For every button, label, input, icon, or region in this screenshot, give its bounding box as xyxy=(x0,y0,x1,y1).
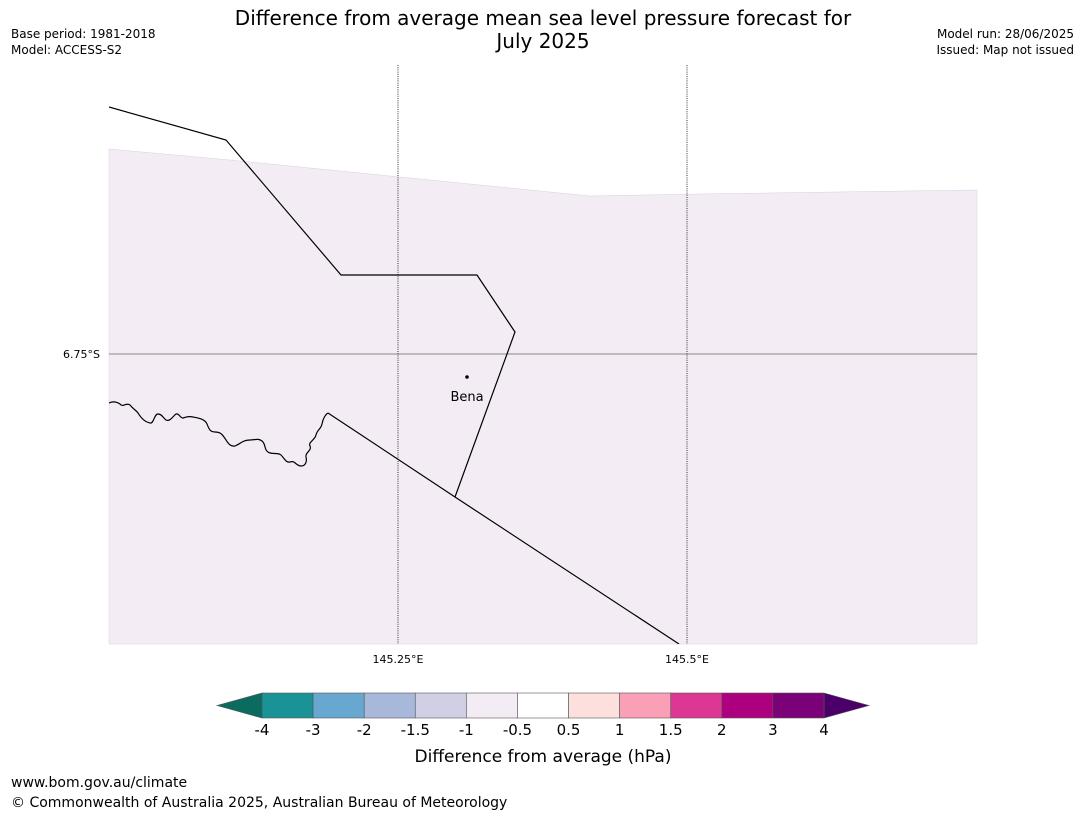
colorbar-tick-label: 0.5 xyxy=(557,721,581,739)
colorbar-tick-label: 1 xyxy=(615,721,625,739)
colorbar-segment xyxy=(261,692,314,719)
colorbar-over-arrow xyxy=(823,692,871,719)
colorbar-segment xyxy=(363,692,416,719)
colorbar-segment xyxy=(721,692,774,719)
footer-url: www.bom.gov.au/climate xyxy=(11,775,188,791)
colorbar-segment xyxy=(670,692,723,719)
colorbar-under-arrow xyxy=(215,692,263,719)
colorbar-tick-label: 2 xyxy=(717,721,727,739)
colorbar-tick-label: -3 xyxy=(306,721,321,739)
base-period-text: Base period: 1981-2018 xyxy=(11,27,156,41)
anomaly-shaded-region xyxy=(108,148,978,645)
colorbar-tick-label: -2 xyxy=(357,721,372,739)
meta-left: Base period: 1981-2018 Model: ACCESS-S2 xyxy=(11,26,156,58)
district-boundary-lower xyxy=(327,412,680,644)
model-run-text: Model run: 28/06/2025 xyxy=(936,27,1074,41)
map-title-line2: July 2025 xyxy=(496,29,590,53)
colorbar: -4 -3 -2 -1.5 -1 -0.5 0.5 1 1.5 2 3 4 xyxy=(215,692,871,739)
issued-text: Issued: Map not issued xyxy=(936,43,1074,57)
colorbar-label: Difference from average (hPa) xyxy=(415,747,672,767)
latitude-label: 6.75°S xyxy=(63,348,100,361)
colorbar-tick-label: -0.5 xyxy=(503,721,532,739)
colorbar-tick-label: 4 xyxy=(819,721,829,739)
colorbar-tick-label: -4 xyxy=(255,721,270,739)
longitude-label-145-5: 145.5°E xyxy=(665,653,709,666)
map-title: Difference from average mean sea level p… xyxy=(143,7,943,53)
meta-right: Model run: 28/06/2025 Issued: Map not is… xyxy=(936,26,1074,58)
town-label: Bena xyxy=(450,390,483,405)
colorbar-segment xyxy=(517,692,569,719)
footer-copyright: © Commonwealth of Australia 2025, Austra… xyxy=(11,795,508,811)
colorbar-segment xyxy=(619,692,672,719)
map-title-line1: Difference from average mean sea level p… xyxy=(234,6,852,30)
colorbar-segment xyxy=(312,692,365,719)
colorbar-segment xyxy=(414,692,467,719)
colorbar-segment xyxy=(772,692,825,719)
river-boundary xyxy=(109,401,329,467)
colorbar-tick-label: -1 xyxy=(459,721,474,739)
colorbar-tick-label: 3 xyxy=(768,721,778,739)
colorbar-tick-label: -1.5 xyxy=(401,721,430,739)
town-marker xyxy=(465,375,469,379)
colorbar-tick-label: 1.5 xyxy=(659,721,683,739)
longitude-label-145-25: 145.25°E xyxy=(373,653,424,666)
model-text: Model: ACCESS-S2 xyxy=(11,43,123,57)
district-boundary-upper xyxy=(109,106,516,498)
colorbar-segment xyxy=(466,692,518,719)
colorbar-segment xyxy=(568,692,620,719)
